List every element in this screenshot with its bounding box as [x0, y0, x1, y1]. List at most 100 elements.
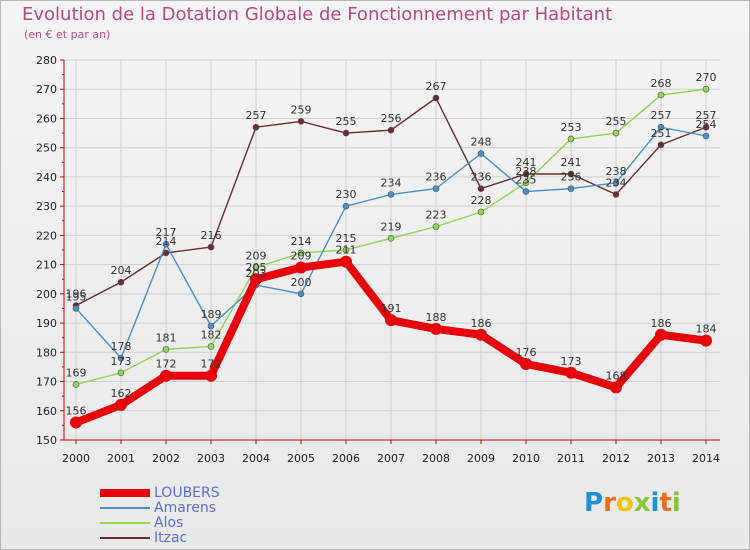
- legend-label-alos: Alos: [154, 515, 184, 531]
- data-label-itzac-2009: 236: [471, 171, 492, 184]
- point-amarens-2011: [567, 185, 575, 192]
- y-tick-label-210: 210: [36, 259, 57, 272]
- data-label-itzac-2006: 255: [336, 115, 357, 128]
- logo-letter: i: [671, 488, 681, 518]
- x-tick-label-2006: 2006: [332, 452, 360, 465]
- x-tick-label-2004: 2004: [242, 452, 270, 465]
- y-tick-label-270: 270: [36, 83, 57, 96]
- data-label-loubers-2010: 176: [516, 346, 537, 359]
- data-label-alos-2010: 238: [516, 165, 537, 178]
- data-label-loubers-2007: 191: [381, 302, 402, 315]
- x-tick-label-2008: 2008: [422, 452, 450, 465]
- data-label-amarens-2007: 234: [381, 176, 402, 189]
- point-alos-2004: [252, 264, 260, 271]
- point-loubers-2003: [205, 369, 217, 382]
- data-label-loubers-2012: 168: [606, 369, 627, 382]
- point-alos-2014: [702, 85, 710, 93]
- y-tick-label-230: 230: [36, 200, 57, 213]
- data-label-loubers-2009: 186: [471, 317, 492, 330]
- point-itzac-2003: [207, 243, 215, 251]
- legend-label-loubers: LOUBERS: [154, 485, 220, 501]
- legend-label-amarens: Amarens: [154, 500, 217, 516]
- point-loubers-2010: [520, 358, 532, 370]
- data-label-alos-2004: 209: [246, 250, 267, 263]
- data-label-amarens-2003: 189: [201, 308, 222, 321]
- point-amarens-2003: [207, 322, 215, 330]
- point-amarens-2010: [522, 188, 530, 195]
- data-label-loubers-2000: 156: [66, 404, 87, 417]
- data-label-loubers-2006: 211: [336, 244, 357, 257]
- data-label-alos-2006: 215: [336, 232, 357, 245]
- data-label-amarens-2012: 238: [606, 165, 627, 178]
- point-alos-2011: [567, 135, 575, 143]
- y-tick-label-200: 200: [36, 288, 57, 301]
- point-amarens-2000: [72, 305, 80, 312]
- point-alos-2007: [387, 235, 395, 242]
- point-loubers-2002: [160, 369, 172, 382]
- point-amarens-2007: [387, 191, 395, 198]
- y-tick-label-170: 170: [36, 376, 57, 389]
- point-alos-2005: [297, 249, 305, 257]
- point-itzac-2012: [612, 191, 620, 198]
- point-alos-2003: [207, 343, 215, 350]
- y-tick-label-150: 150: [36, 434, 57, 447]
- data-label-alos-2003: 182: [201, 328, 222, 341]
- x-tick-label-2014: 2014: [692, 452, 720, 465]
- data-label-itzac-2008: 267: [426, 80, 447, 93]
- y-tick-label-190: 190: [36, 317, 57, 330]
- data-label-amarens-2014: 254: [696, 118, 717, 131]
- point-itzac-2007: [387, 126, 395, 134]
- legend-swatch-amarens: [100, 507, 150, 509]
- point-itzac-2014: [702, 123, 710, 131]
- data-label-amarens-2001: 178: [111, 340, 132, 353]
- point-itzac-2001: [117, 278, 125, 286]
- point-itzac-2005: [297, 118, 305, 125]
- point-alos-2013: [657, 91, 665, 99]
- point-alos-2009: [477, 208, 485, 216]
- legend-label-itzac: Itzac: [154, 530, 188, 546]
- data-label-itzac-2010: 241: [516, 156, 537, 169]
- point-loubers-2000: [70, 416, 82, 429]
- data-label-amarens-2013: 257: [651, 109, 672, 122]
- y-tick-label-240: 240: [36, 171, 57, 184]
- point-itzac-2013: [657, 141, 665, 149]
- legend-swatch-alos: [100, 522, 150, 524]
- point-amarens-2009: [477, 150, 485, 157]
- data-label-loubers-2002: 172: [156, 358, 177, 371]
- x-tick-label-2009: 2009: [467, 452, 495, 465]
- data-label-loubers-2011: 173: [561, 355, 582, 368]
- data-label-loubers-2004: 205: [246, 261, 267, 274]
- point-alos-2012: [612, 129, 620, 137]
- y-tick-label-220: 220: [36, 229, 57, 242]
- point-itzac-2009: [477, 185, 485, 192]
- data-label-itzac-2000: 196: [66, 288, 87, 301]
- x-tick-label-2013: 2013: [647, 452, 675, 465]
- data-label-amarens-2005: 200: [291, 276, 312, 289]
- data-label-itzac-2012: 234: [606, 176, 627, 189]
- data-label-loubers-2003: 172: [201, 358, 222, 371]
- data-label-alos-2000: 169: [66, 366, 87, 379]
- point-amarens-2012: [612, 179, 620, 187]
- data-label-alos-2005: 214: [291, 235, 312, 248]
- point-itzac-2011: [567, 170, 575, 178]
- point-loubers-2008: [430, 322, 442, 335]
- point-amarens-2008: [432, 185, 440, 192]
- data-label-itzac-2007: 256: [381, 112, 402, 125]
- logo-letter: o: [615, 488, 634, 518]
- data-label-itzac-2002: 214: [156, 235, 177, 248]
- data-label-alos-2007: 219: [381, 220, 402, 233]
- data-label-alos-2009: 228: [471, 194, 492, 207]
- point-loubers-2013: [655, 328, 667, 341]
- data-label-itzac-2004: 257: [246, 109, 267, 122]
- logo-letter: r: [603, 488, 616, 518]
- legend-swatch-itzac: [100, 537, 150, 539]
- data-label-itzac-2013: 251: [651, 127, 672, 140]
- point-amarens-2001: [117, 354, 125, 362]
- point-alos-2010: [522, 179, 530, 187]
- point-loubers-2001: [115, 398, 127, 411]
- y-tick-label-280: 280: [36, 54, 57, 67]
- point-loubers-2014: [700, 334, 712, 347]
- legend-swatch-loubers: [100, 489, 150, 497]
- data-label-itzac-2005: 259: [291, 103, 312, 116]
